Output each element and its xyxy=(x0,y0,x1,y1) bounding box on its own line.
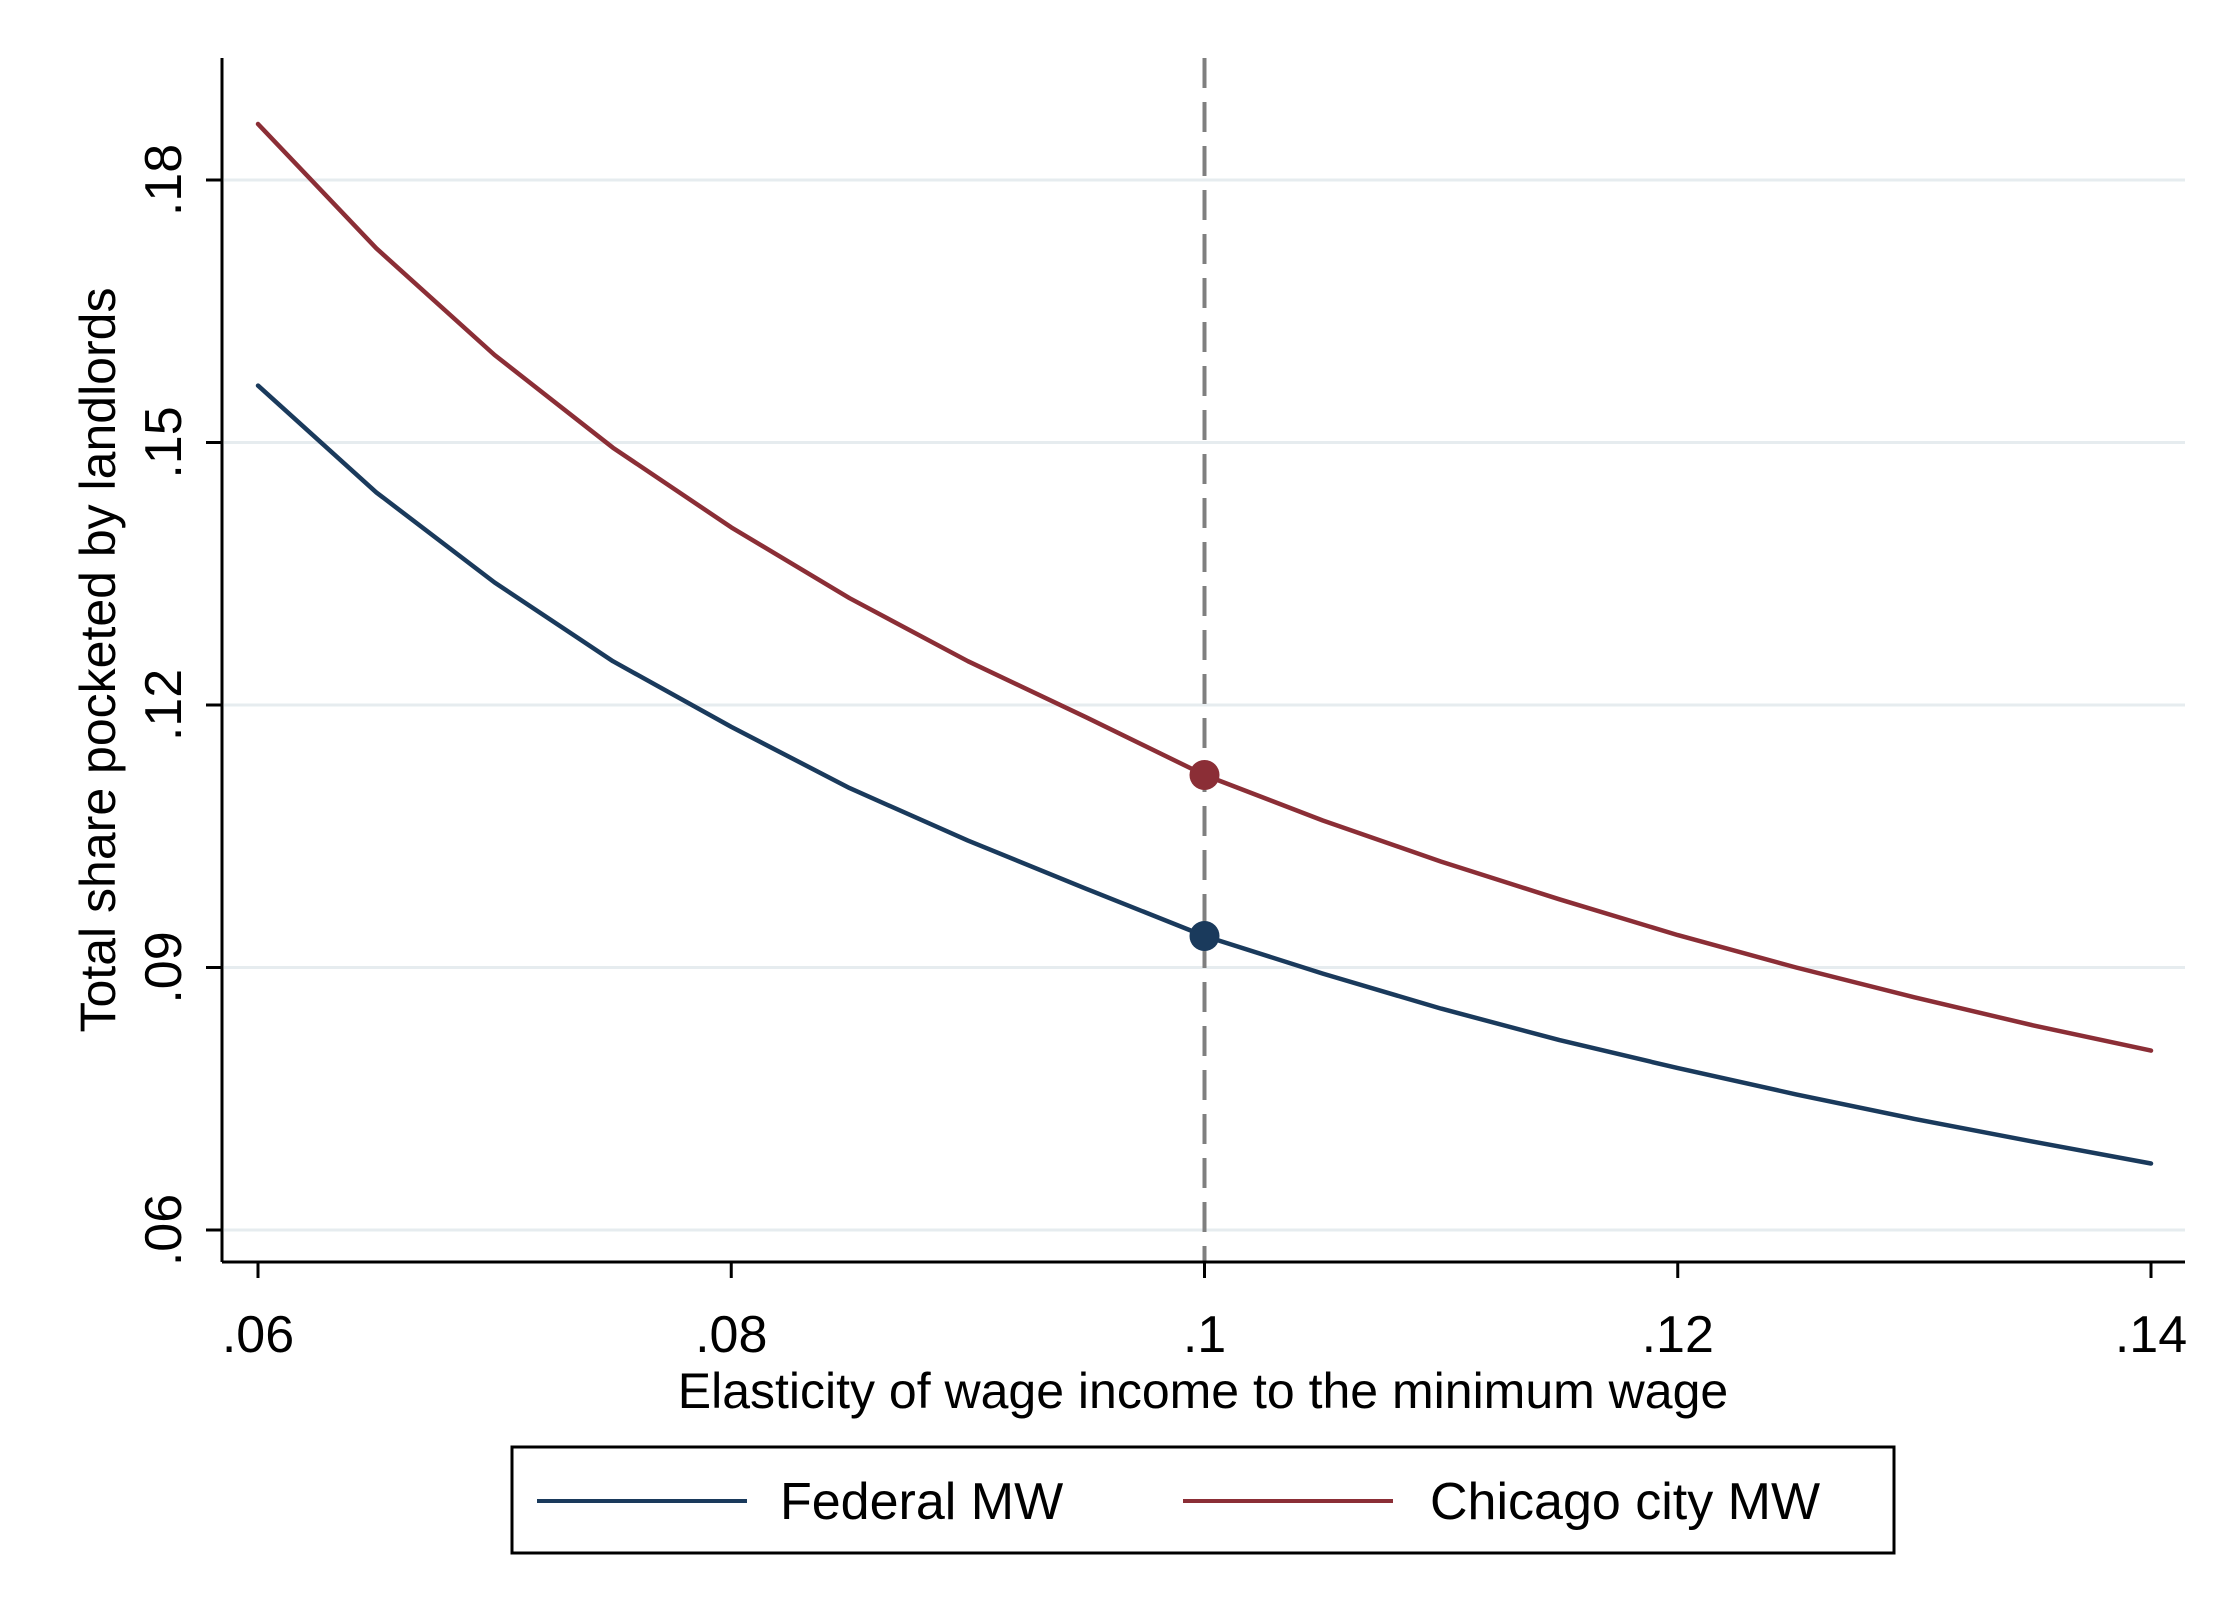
y-tick-label: .12 xyxy=(135,669,193,741)
x-tick-label: .08 xyxy=(695,1306,767,1364)
marker-federal-mw xyxy=(1189,921,1220,951)
y-tick-label: .06 xyxy=(135,1194,193,1266)
y-tick-label: .18 xyxy=(135,144,193,216)
y-axis-title: Total share pocketed by landlords xyxy=(70,288,126,1033)
marker-chicago-city-mw xyxy=(1189,760,1220,790)
x-tick-label: .1 xyxy=(1183,1306,1226,1364)
y-tick-label: .09 xyxy=(135,931,193,1003)
legend-label-chicago-city-mw: Chicago city MW xyxy=(1430,1473,1820,1531)
gridlines xyxy=(224,178,2185,1232)
x-tick-label: .06 xyxy=(222,1306,294,1364)
markers xyxy=(1189,760,1220,951)
x-tick-label: .12 xyxy=(1642,1306,1714,1364)
x-tick-label: .14 xyxy=(2115,1306,2187,1364)
legend: Federal MW Chicago city MW xyxy=(510,1445,1896,1555)
legend-label-federal-mw: Federal MW xyxy=(780,1473,1063,1531)
y-ticks: .06 .09 .12 .15 .18 xyxy=(135,144,222,1266)
y-tick-label: .15 xyxy=(135,406,193,478)
x-ticks: .06 .08 .1 .12 .14 xyxy=(222,1262,2187,1364)
x-axis-title: Elasticity of wage income to the minimum… xyxy=(678,1363,1728,1419)
